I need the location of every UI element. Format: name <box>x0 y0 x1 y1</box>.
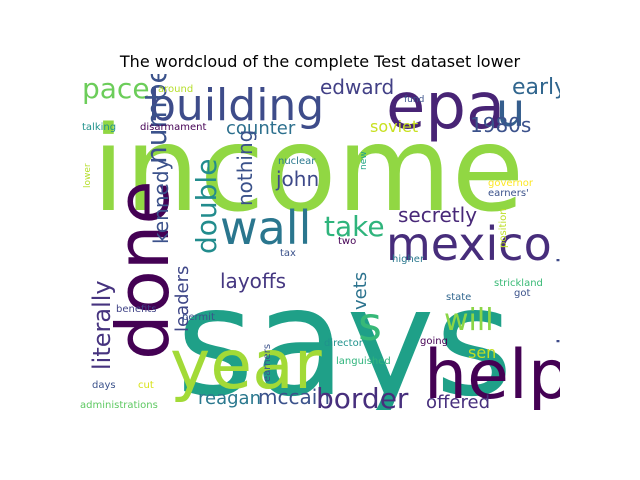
word-governor: governor <box>488 178 534 189</box>
word-administrations: administrations <box>80 400 158 410</box>
word-nothing: nothing <box>233 130 257 206</box>
word-going: going <box>420 336 448 347</box>
word-secretly: secretly <box>398 203 477 227</box>
word-early: early <box>512 75 560 100</box>
word-offered: offered <box>426 392 490 410</box>
word-languished: languished <box>336 356 391 367</box>
word-edward: edward <box>320 75 394 99</box>
word-director: director <box>324 338 364 349</box>
word-sen: sen <box>468 343 496 362</box>
figure-title: The wordcloud of the complete Test datas… <box>119 52 521 71</box>
word-benefits: benefits <box>116 304 156 315</box>
word-year: year <box>170 326 322 405</box>
word-higher: higher <box>392 254 425 265</box>
word-soviet: soviet <box>370 117 418 136</box>
word-kennedy: kennedy <box>149 158 173 244</box>
word-permit: permit <box>182 312 215 323</box>
word-income: income <box>92 100 524 238</box>
word-cut: cut <box>138 380 154 391</box>
word-double: double <box>190 159 223 254</box>
word-around: around <box>158 84 193 95</box>
word-literally: literally <box>88 280 116 370</box>
word-state: state <box>446 292 471 303</box>
word-will: will <box>444 303 494 338</box>
word-wisconsin: wisconsin <box>553 240 560 366</box>
word-1980s: 1980s <box>470 113 531 137</box>
word-u: u <box>496 83 525 137</box>
word-says: says <box>176 256 513 410</box>
word-position: position <box>498 208 509 248</box>
word-pace: pace <box>82 74 150 105</box>
word-vets: vets <box>350 272 371 310</box>
word-talking: talking <box>82 122 116 133</box>
word-help: help <box>424 336 560 410</box>
word-new: new <box>359 151 369 170</box>
word-mexico: mexico <box>386 217 552 271</box>
word-two: two <box>338 236 356 247</box>
word-wall: wall <box>220 201 311 255</box>
word-days: days <box>92 380 116 391</box>
word-earners-: earners' <box>488 188 529 199</box>
word-fund: fund <box>404 95 424 105</box>
word-strickland: strickland <box>494 278 543 289</box>
word-take: take <box>324 210 385 243</box>
word-tax: tax <box>280 248 296 259</box>
word-number: number <box>140 74 173 164</box>
word-lower: lower <box>83 163 93 188</box>
word-disarmament: disarmament <box>140 122 207 133</box>
word-layoffs: layoffs <box>220 269 286 293</box>
word-nuclear: nuclear <box>278 156 316 167</box>
word-s: s <box>358 297 382 351</box>
word-mccain: mccain <box>258 385 330 409</box>
word-reagan: reagan <box>198 388 261 409</box>
word-border: border <box>316 382 409 410</box>
word-john: john <box>275 167 319 191</box>
word-counter: counter <box>226 118 296 139</box>
word-epa: epa <box>386 74 505 144</box>
word-earners: earners <box>262 344 273 382</box>
word-got: got <box>514 288 530 299</box>
word-building: building <box>148 80 324 131</box>
wordcloud: income says epa building done year help mexico w… <box>80 74 560 410</box>
word-leaders: leaders <box>172 266 193 332</box>
word-done: done <box>101 180 185 360</box>
